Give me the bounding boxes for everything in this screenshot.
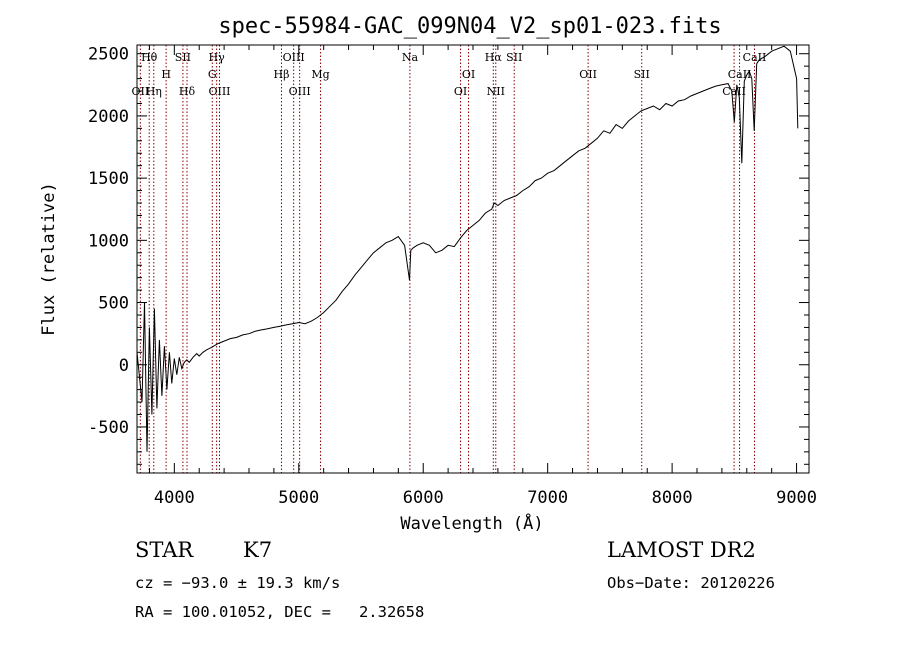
y-axis-ticks: -500 0 500 1000 1500 2000 2500 <box>88 45 809 465</box>
object-subclass: K7 <box>243 538 273 562</box>
redshift-velocity: cz = −93.0 ± 19.3 km/s <box>135 574 341 592</box>
spectral-line-label: CaII <box>722 85 746 98</box>
x-tick-label: 9000 <box>776 488 817 508</box>
spectral-line-label: H <box>161 68 171 81</box>
spectral-line-label: Hθ <box>141 51 158 64</box>
object-class: STAR <box>135 538 194 562</box>
spectral-line-label: OI <box>462 68 475 81</box>
survey-name: LAMOST DR2 <box>607 538 756 562</box>
spectral-line-label: OIII <box>289 85 311 98</box>
spectral-line-label: Mg <box>311 68 329 81</box>
observation-date: Obs−Date: 20120226 <box>607 574 775 592</box>
spectral-line-label: SII <box>506 51 522 64</box>
spectral-line-label: Hα <box>485 51 503 64</box>
y-axis-label: Flux (relative) <box>39 182 59 336</box>
spectral-line-label: NII <box>487 85 505 98</box>
spectral-line-label: OIII <box>283 51 305 64</box>
plot-frame <box>136 44 810 474</box>
spectral-line-markers <box>139 45 755 473</box>
x-tick-label: 5000 <box>278 488 319 508</box>
y-tick-label: -500 <box>88 418 129 438</box>
spectral-line-label: OII <box>579 68 597 81</box>
spectral-line-label: SII <box>634 68 650 81</box>
spectral-line-label: Hδ <box>179 85 196 98</box>
spectral-line-label: CaII <box>728 68 752 81</box>
spectrum-series <box>136 45 799 452</box>
y-tick-label: 1500 <box>88 169 129 189</box>
x-axis-ticks: 4000 5000 6000 7000 8000 9000 <box>148 45 817 508</box>
spectral-line-label: CaII <box>743 51 767 64</box>
x-tick-label: 6000 <box>403 488 444 508</box>
spectral-line-label: Na <box>402 51 419 64</box>
spectral-line-label: G <box>208 68 217 81</box>
y-tick-label: 500 <box>98 294 129 314</box>
y-tick-label: 2500 <box>88 45 129 65</box>
spectral-line-label: Hβ <box>274 68 290 81</box>
spectral-line-label: OI <box>454 85 467 98</box>
x-axis-label: Wavelength (Å) <box>400 512 543 534</box>
coordinates: RA = 100.01052, DEC = 2.32658 <box>135 603 425 621</box>
y-tick-label: 1000 <box>88 231 129 251</box>
spectral-line-label: SII <box>175 51 191 64</box>
y-tick-label: 0 <box>119 356 129 376</box>
spectral-line-label: OIII <box>208 85 230 98</box>
x-tick-label: 7000 <box>527 488 568 508</box>
spectral-line-label: Hη <box>146 85 162 98</box>
spectral-line-labels: HθOIIHηHSIIHδHγGOIIIOIIIHβOIIIMgNaOIOIHα… <box>132 51 767 98</box>
spectrum-line <box>136 45 799 452</box>
x-tick-label: 4000 <box>154 488 195 508</box>
spectral-line-label: Hγ <box>209 51 226 64</box>
chart-title: spec-55984-GAC_099N04_V2_sp01-023.fits <box>218 14 721 39</box>
x-tick-label: 8000 <box>652 488 693 508</box>
y-tick-label: 2000 <box>88 107 129 127</box>
